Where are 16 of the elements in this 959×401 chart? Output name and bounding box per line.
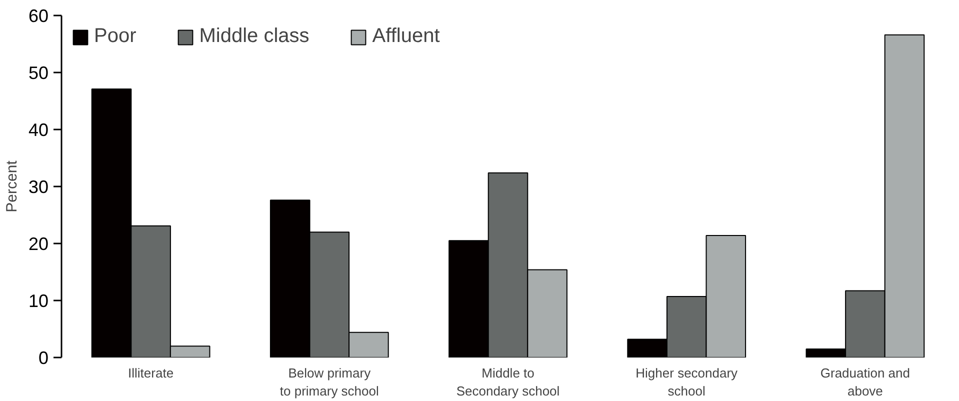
y-tick-label: 0 — [38, 348, 49, 368]
y-axis-title: Percent — [3, 160, 20, 212]
legend-label: Affluent — [372, 25, 440, 48]
x-tick-label: Below primary to primary school — [280, 366, 379, 398]
x-tick-label: Higher secondary school — [636, 366, 738, 398]
legend-label: Poor — [94, 25, 136, 48]
legend-label: Middle class — [199, 25, 310, 48]
x-tick-label: Middle to Secondary school — [456, 366, 560, 398]
y-tick-label: 40 — [28, 120, 49, 140]
y-tick-label: 10 — [28, 291, 49, 311]
y-tick-label: 50 — [28, 63, 49, 83]
y-tick-label: 30 — [28, 177, 49, 197]
x-tick-label: Graduation and above — [820, 366, 910, 398]
y-tick-label: 60 — [28, 6, 49, 26]
x-tick-label: Illiterate — [128, 366, 174, 380]
y-tick-label: 20 — [28, 234, 49, 254]
